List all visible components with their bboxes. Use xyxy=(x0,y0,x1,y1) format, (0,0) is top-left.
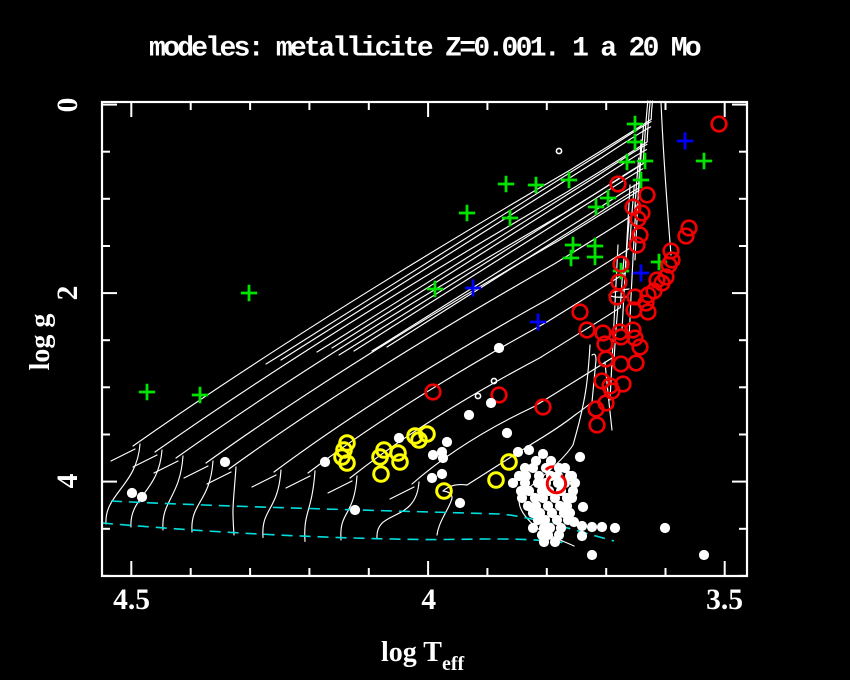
svg-text:log g: log g xyxy=(25,314,56,371)
svg-text:4.5: 4.5 xyxy=(113,584,150,616)
svg-text:4: 4 xyxy=(52,473,84,488)
svg-text:2: 2 xyxy=(52,286,84,301)
svg-text:0: 0 xyxy=(52,98,84,113)
svg-text:3.5: 3.5 xyxy=(706,584,743,616)
svg-text:4: 4 xyxy=(421,584,436,616)
svg-text:modeles: metallicite Z=0.001.: modeles: metallicite Z=0.001. 1 a 20 Mo xyxy=(149,34,701,65)
